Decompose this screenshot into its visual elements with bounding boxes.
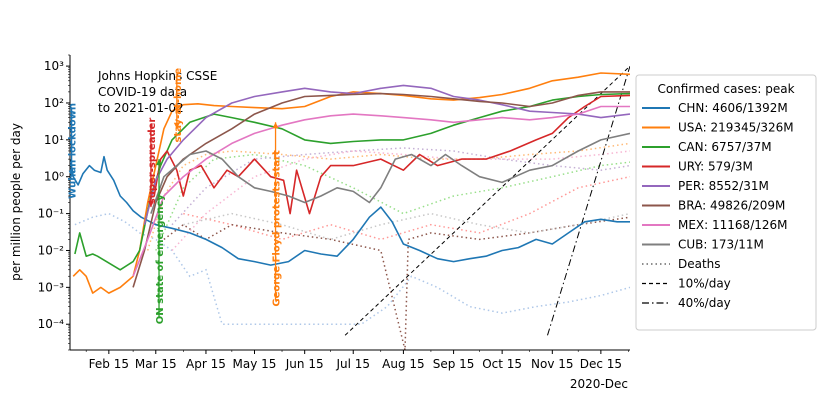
- annotation-arrowhead: [68, 170, 75, 177]
- y-tick-label: 10⁻³: [38, 280, 65, 294]
- case-series-line: [72, 72, 630, 294]
- legend-entry: CUB: 173/11M: [678, 238, 764, 252]
- x-tick-label: Jun 15: [285, 357, 324, 371]
- case-series-line: [150, 132, 630, 214]
- case-series-line: [132, 105, 630, 277]
- x-tick-label: Dec 15: [580, 357, 622, 371]
- x-tick-label: Sep 15: [433, 357, 475, 371]
- case-series-line: [143, 84, 630, 225]
- annotations: Wuhan lockdown super-spreader stay-at-home…: [68, 68, 283, 325]
- y-tick-label: 10⁻²: [38, 243, 65, 257]
- info-line-2: COVID-19 data: [98, 85, 187, 99]
- legend-title: Confirmed cases: peak: [657, 82, 794, 96]
- x-tick-label: Jul 15: [335, 357, 370, 371]
- legend-entry: BRA: 49826/209M: [678, 199, 785, 213]
- annotation-label: George Floyd protests start: [272, 150, 283, 307]
- legend-entry: CAN: 6757/37M: [678, 140, 772, 154]
- legend-entry: URY: 579/3M: [678, 160, 753, 174]
- legend-entry: 40%/day: [678, 296, 731, 310]
- death-series-line: [171, 147, 630, 226]
- y-tick-label: 10³: [44, 59, 64, 73]
- reference-line: [344, 65, 630, 336]
- case-series-line: [132, 91, 630, 288]
- reference-line: [547, 65, 630, 336]
- x-tick-label: Feb 15: [89, 357, 129, 371]
- case-series-line: [74, 92, 630, 271]
- x-tick-label: Nov 15: [531, 357, 574, 371]
- death-series-line: [171, 150, 630, 252]
- x-tick-label: Mar 15: [135, 357, 177, 371]
- legend-entry: MEX: 11168/126M: [678, 218, 788, 232]
- info-line-1: Johns Hopkins CSSE: [97, 69, 217, 83]
- death-series-line: [183, 212, 630, 241]
- annotation-label: ON state of emergency: [155, 194, 166, 324]
- y-tick-label: 10²: [44, 96, 64, 110]
- x-tick-label: May 15: [233, 357, 277, 371]
- annotation-arrowhead: [173, 122, 180, 129]
- death-series-line: [183, 175, 630, 241]
- legend-entry: USA: 219345/326M: [678, 121, 794, 135]
- y-tick-label: 10¹: [44, 133, 64, 147]
- y-tick-label: 10⁻¹: [38, 207, 65, 221]
- death-series-line: [146, 142, 630, 251]
- annotation-label: super-spreader: [147, 118, 158, 205]
- annotation-label: Wuhan lockdown: [68, 103, 79, 199]
- annotation-arrowhead: [147, 201, 154, 208]
- annotation-arrowhead: [156, 159, 163, 166]
- x-tick-label: Aug 15: [382, 357, 425, 371]
- series-group: [70, 65, 630, 350]
- legend-box: [635, 74, 817, 331]
- x-tick-label: Oct 15: [482, 357, 522, 371]
- x-offset-label: 2020-Dec: [570, 377, 628, 391]
- legend-entry: 10%/day: [678, 277, 731, 291]
- annotation-label: stay-at-home: [173, 68, 184, 143]
- legend-entry: PER: 8552/31M: [678, 179, 769, 193]
- legend-entry: CHN: 4606/1392M: [678, 101, 788, 115]
- y-tick-label: 10⁻⁴: [38, 317, 65, 331]
- info-text: Johns Hopkins CSSE COVID-19 data to 2021…: [97, 69, 217, 115]
- x-tick-label: Apr 15: [186, 357, 226, 371]
- death-series-line: [155, 153, 630, 251]
- legend: Confirmed cases: peak CHN: 4606/1392M USA…: [635, 74, 817, 331]
- case-series-line: [70, 155, 630, 266]
- death-series-line: [163, 216, 630, 350]
- y-tick-label: 10⁰: [44, 170, 64, 184]
- tick-group: 10⁻⁴ 10⁻³ 10⁻² 10⁻¹ 10⁰ 10¹ 10² 10³ Feb 15 Mar 15…: [38, 54, 629, 371]
- annotation-arrowhead: [272, 122, 279, 129]
- y-axis-label: per million people per day: [9, 123, 23, 281]
- legend-entry: Deaths: [678, 257, 721, 271]
- info-line-3: to 2021-01-02: [98, 101, 184, 115]
